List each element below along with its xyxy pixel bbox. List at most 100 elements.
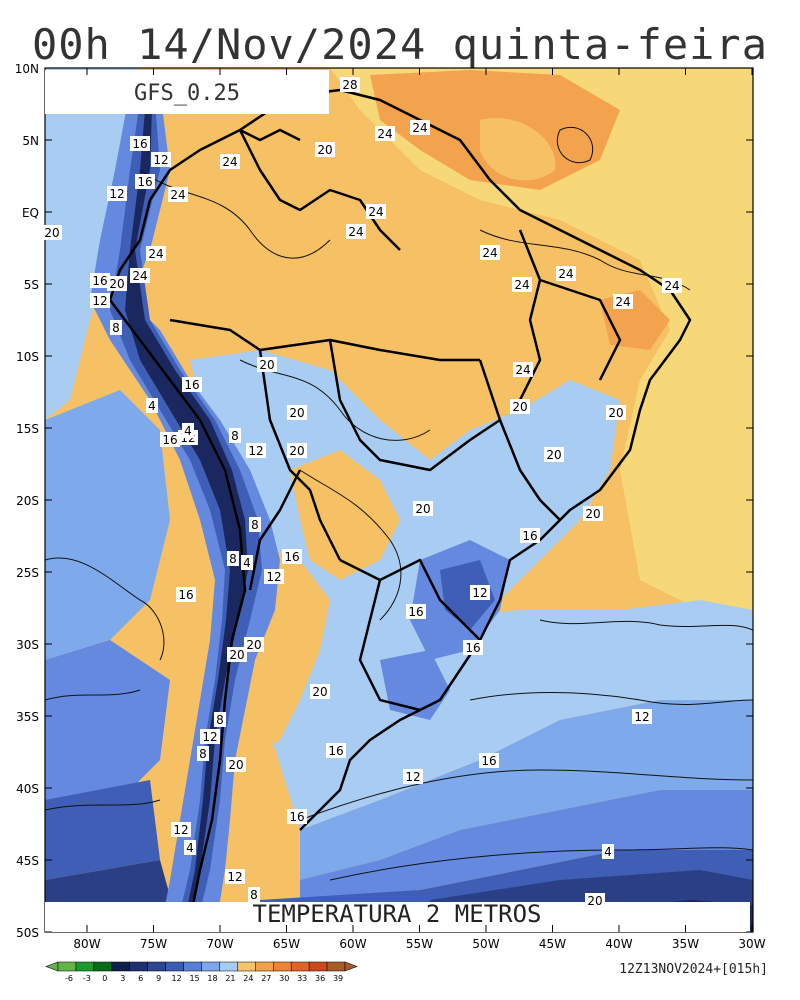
contour-label: 24 — [346, 224, 366, 239]
contour-label: 8 — [227, 551, 239, 566]
svg-text:12: 12 — [227, 870, 242, 884]
contour-label: 12 — [632, 709, 652, 724]
colorbar-tick-label: 24 — [243, 974, 253, 983]
svg-text:8: 8 — [229, 552, 237, 566]
colorbar-tick-label: 6 — [138, 974, 143, 983]
lon-tick-label: 60W — [339, 937, 366, 951]
lon-tick-label: 75W — [140, 937, 167, 951]
lat-tick-label: 15S — [16, 422, 39, 436]
contour-label: 28 — [340, 77, 360, 92]
colorbar-segment — [255, 961, 274, 972]
svg-text:4: 4 — [243, 556, 251, 570]
contour-label: 12 — [107, 186, 127, 201]
svg-text:24: 24 — [514, 278, 529, 292]
svg-text:16: 16 — [289, 810, 304, 824]
svg-text:20: 20 — [229, 648, 244, 662]
contour-label: 24 — [556, 266, 576, 281]
svg-text:4: 4 — [186, 841, 194, 855]
contour-label: 8 — [197, 746, 209, 761]
contour-label: 20 — [510, 399, 530, 414]
contour-label: 20 — [287, 405, 307, 420]
svg-text:20: 20 — [587, 894, 602, 908]
contour-label: 8 — [110, 320, 122, 335]
contour-label: 24 — [410, 120, 430, 135]
colorbar-segment — [111, 961, 130, 972]
contour-label: 24 — [513, 362, 533, 377]
svg-text:24: 24 — [664, 279, 679, 293]
contour-label: 20 — [310, 684, 330, 699]
svg-text:4: 4 — [148, 399, 156, 413]
svg-text:16: 16 — [137, 175, 152, 189]
svg-text:12: 12 — [248, 444, 263, 458]
svg-text:24: 24 — [482, 246, 497, 260]
svg-text:8: 8 — [250, 888, 258, 902]
contour-label: 8 — [229, 428, 241, 443]
lat-tick-label: 40S — [16, 782, 39, 796]
contour-label: 20 — [42, 225, 62, 240]
contour-label: 4 — [146, 398, 158, 413]
contour-label: 4 — [602, 844, 614, 859]
svg-text:20: 20 — [512, 400, 527, 414]
contour-label: 16 — [520, 528, 540, 543]
colorbar-arrow-left — [45, 961, 59, 972]
contour-label: 16 — [182, 377, 202, 392]
svg-text:20: 20 — [259, 358, 274, 372]
svg-text:16: 16 — [178, 588, 193, 602]
lat-tick-label: 50S — [16, 926, 39, 940]
contour-label: 4 — [241, 555, 253, 570]
svg-text:24: 24 — [558, 267, 573, 281]
svg-text:8: 8 — [199, 747, 207, 761]
variable-label-box — [45, 902, 750, 932]
contour-label: 20 — [544, 447, 564, 462]
lat-tick-label: 5S — [24, 278, 39, 292]
colorbar-tick-label: 18 — [207, 974, 217, 983]
contour-label: 12 — [90, 293, 110, 308]
contour-label: 16 — [463, 640, 483, 655]
contour-label: 16 — [160, 432, 180, 447]
lon-tick-label: 55W — [406, 937, 433, 951]
lat-tick-label: 5N — [22, 134, 39, 148]
colorbar-tick-label: -6 — [65, 974, 73, 983]
contour-label: 12 — [470, 585, 490, 600]
colorbar-segment — [273, 961, 292, 972]
contour-label: 12 — [200, 729, 220, 744]
svg-text:28: 28 — [342, 78, 357, 92]
svg-text:16: 16 — [284, 550, 299, 564]
svg-text:20: 20 — [415, 502, 430, 516]
contour-label: 24 — [512, 277, 532, 292]
svg-text:24: 24 — [148, 247, 163, 261]
svg-text:20: 20 — [289, 406, 304, 420]
colorbar-tick-label: 27 — [261, 974, 271, 983]
svg-text:20: 20 — [109, 277, 124, 291]
svg-text:8: 8 — [251, 518, 259, 532]
svg-text:24: 24 — [132, 269, 147, 283]
svg-text:24: 24 — [170, 188, 185, 202]
svg-text:16: 16 — [328, 744, 343, 758]
lat-tick-label: EQ — [22, 206, 39, 220]
svg-text:24: 24 — [348, 225, 363, 239]
contour-label: 20 — [226, 757, 246, 772]
svg-text:12: 12 — [634, 710, 649, 724]
colorbar-segment — [326, 961, 346, 972]
latitude-axis: 10N 5N EQ 5S 10S 15S 20S 25S 30S 35S 40S 45S 50S — [15, 62, 753, 940]
svg-text:24: 24 — [368, 205, 383, 219]
svg-text:4: 4 — [604, 845, 612, 859]
contour-label: 16 — [176, 587, 196, 602]
svg-text:24: 24 — [377, 127, 392, 141]
variable-label: TEMPERATURA 2 METROS — [253, 900, 542, 928]
svg-text:12: 12 — [153, 153, 168, 167]
model-label: GFS_0.25 — [134, 81, 240, 106]
colorbar-segment — [219, 961, 238, 972]
contour-label: 16 — [130, 136, 150, 151]
svg-text:8: 8 — [231, 429, 239, 443]
contour-label: 20 — [227, 647, 247, 662]
contour-label: 16 — [90, 273, 110, 288]
contour-label: 20 — [244, 637, 264, 652]
colorbar-segment — [201, 961, 220, 972]
svg-text:20: 20 — [585, 507, 600, 521]
colorbar-tick-label: 15 — [189, 974, 199, 983]
contour-label: 20 — [107, 276, 127, 291]
contour-label: 24 — [613, 294, 633, 309]
lon-tick-label: 40W — [605, 937, 632, 951]
